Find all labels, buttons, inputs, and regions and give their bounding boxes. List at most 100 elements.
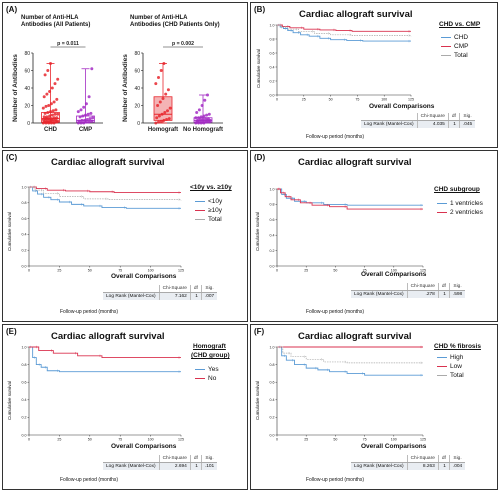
stats-value-cell: .045 (459, 120, 476, 128)
legend-entry: 1 ventricles (437, 199, 483, 208)
survival-xtick-label: 100 (391, 438, 397, 442)
data-point (51, 109, 55, 113)
survival-ytick-label: 0.8 (270, 37, 275, 41)
stats-value-cell: Log Rank (Mantel-Cox) (361, 120, 418, 128)
data-point (48, 114, 52, 118)
stats-value-cell: .598 (449, 290, 466, 298)
data-point (200, 104, 204, 107)
panel-c-overall-title: Overall Comparisons (111, 273, 177, 280)
panel-e-legend: Yes No (195, 365, 219, 383)
panel-e-title: Cardiac allograft survival (51, 331, 165, 342)
stats-value-cell: 1 (438, 462, 450, 470)
panel-a-ytick-label: 80 (134, 51, 140, 57)
survival-ytick-label: 0.4 (22, 398, 27, 402)
legend-label: No (208, 375, 217, 382)
panel-b-plot: 0.0 0.2 0.4 0.6 0.8 1.0 0 25 50 75 100 125 (270, 23, 415, 101)
stats-value-cell: 1 (190, 462, 202, 470)
stats-header-cell: df (190, 455, 202, 463)
stats-value-cell: .278 (407, 290, 439, 298)
legend-swatch (437, 357, 447, 358)
p-value-label: p = 0.011 (57, 41, 79, 47)
legend-swatch (195, 219, 205, 220)
data-point (44, 104, 48, 108)
data-point (86, 112, 90, 116)
data-point (90, 119, 94, 123)
data-point (164, 92, 168, 96)
panel-a-category-label: CMP (79, 127, 92, 133)
legend-swatch (195, 369, 205, 370)
data-point (166, 109, 169, 113)
legend-entry: CMP (441, 42, 468, 51)
data-point (46, 111, 50, 114)
data-point (49, 117, 53, 121)
legend-swatch (437, 366, 447, 367)
data-point (159, 69, 163, 72)
survival-ytick-label: 0.2 (270, 249, 275, 253)
survival-curve (29, 346, 181, 373)
survival-xtick-label: 75 (118, 269, 122, 273)
data-point (52, 100, 56, 104)
panel-f-label: (F) (254, 327, 265, 336)
data-point (54, 108, 58, 112)
data-point (43, 111, 47, 115)
survival-xtick-label: 125 (420, 438, 426, 442)
data-point (55, 116, 59, 120)
data-point (161, 97, 165, 100)
panel-b-title: Cardiac allograft survival (299, 9, 413, 20)
panel-b-legend: CHD CMP Total (441, 33, 468, 60)
legend-entry: Total (195, 215, 222, 224)
panel-a-ytick-label: 40 (24, 86, 30, 92)
data-point (162, 118, 166, 122)
panel-a-ytick-label: 60 (134, 68, 140, 74)
survival-curve (277, 346, 423, 364)
panel-b-legend-title: CHD vs. CMP (439, 21, 481, 28)
panel-f-legend-title: CHD % fibrosis (434, 343, 481, 350)
panel-a-ytick-label: 40 (134, 86, 140, 92)
survival-ytick-label: 0.8 (22, 363, 27, 367)
panel-e-label: (E) (6, 327, 17, 336)
survival-xtick-label: 25 (57, 269, 61, 273)
data-point (90, 67, 94, 71)
survival-xtick-label: 75 (363, 269, 367, 273)
data-point (81, 114, 85, 118)
legend-swatch (441, 55, 451, 56)
data-point (46, 69, 50, 72)
stats-value-cell: .101 (201, 462, 218, 470)
data-point (87, 95, 91, 99)
panel-a-right-heading: Number of Anti-HLA Antibodies (CHD Patie… (130, 15, 220, 29)
data-point (88, 117, 92, 121)
panel-a-category-label: CHD (44, 127, 58, 133)
panel-a-right-heading-line2: Antibodies (CHD Patients Only) (130, 22, 220, 28)
survival-ytick-label: 1.0 (22, 345, 27, 349)
data-point (85, 118, 89, 121)
legend-label: CHD (454, 34, 469, 41)
data-point (79, 108, 83, 112)
stats-value-cell: Log Rank (Mantel-Cox) (351, 462, 408, 470)
panel-a-category-label: No Homograft (183, 127, 223, 133)
data-point (154, 82, 158, 86)
survival-xtick-label: 125 (420, 269, 426, 273)
panel-f-stats-table: Chi-Square df Sig. Log Rank (Mantel-Cox) 8.2… (351, 455, 466, 470)
survival-ytick-label: 0.4 (270, 65, 275, 69)
stats-header-cell: df (190, 285, 202, 293)
legend-label: Total (208, 216, 222, 223)
data-point (76, 110, 80, 114)
data-point (50, 113, 54, 117)
data-point (202, 114, 206, 118)
stats-header-cell (103, 455, 160, 463)
stats-header-cell (361, 113, 418, 121)
legend-label: Total (454, 52, 468, 59)
data-point (158, 100, 162, 104)
survival-xtick-label: 50 (333, 438, 337, 442)
legend-swatch (437, 375, 447, 376)
panel-f-plot: 0.0 0.2 0.4 0.6 0.8 1.0 0 25 50 75 100 125 (270, 345, 427, 442)
data-point (166, 88, 170, 92)
survival-curve (277, 24, 411, 32)
legend-entry: Total (437, 371, 464, 380)
survival-ytick-label: 0.2 (22, 249, 27, 253)
survival-ytick-label: 0.0 (22, 264, 27, 268)
panel-f-overall-title: Overall Comparisons (361, 443, 427, 450)
panel-f-legend: High Low Total (437, 353, 464, 380)
data-point (42, 95, 46, 99)
data-point (165, 118, 169, 121)
